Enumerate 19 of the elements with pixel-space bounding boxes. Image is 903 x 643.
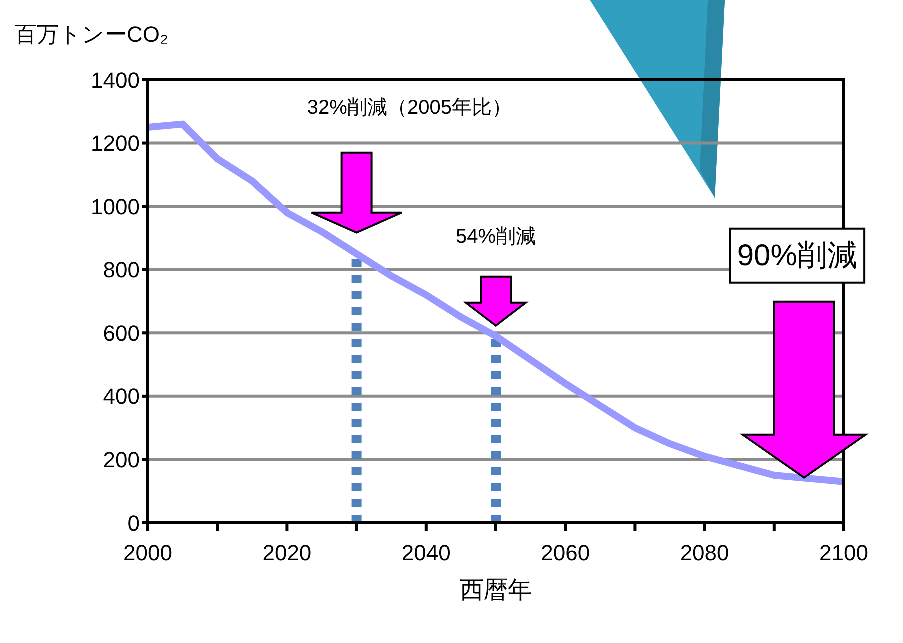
x-tick-label: 2100: [820, 540, 868, 566]
x-axis-title: 西暦年: [460, 577, 532, 604]
y-tick-label: 0: [128, 510, 140, 536]
x-tick-label: 2040: [402, 540, 451, 566]
y-tick-label: 1000: [91, 194, 140, 220]
annotation: 32%削減（2005年比）: [307, 96, 512, 119]
x-tick-label: 2000: [124, 540, 172, 566]
y-tick-label: 1200: [91, 131, 140, 156]
y-tick-label: 800: [103, 258, 140, 283]
y-tick-label: 400: [103, 384, 140, 410]
x-tick-label: 2020: [262, 540, 312, 566]
annotation: 90%削減: [737, 239, 858, 272]
y-tick-label: 200: [103, 448, 140, 473]
y-axis-title: 百万トンーCO₂: [15, 21, 169, 49]
x-tick-label: 2060: [541, 540, 590, 566]
x-tick-label: 2080: [680, 540, 730, 566]
y-tick-label: 1400: [91, 68, 140, 93]
annotation: 54%削減: [456, 226, 536, 248]
y-tick-label: 600: [103, 320, 140, 346]
